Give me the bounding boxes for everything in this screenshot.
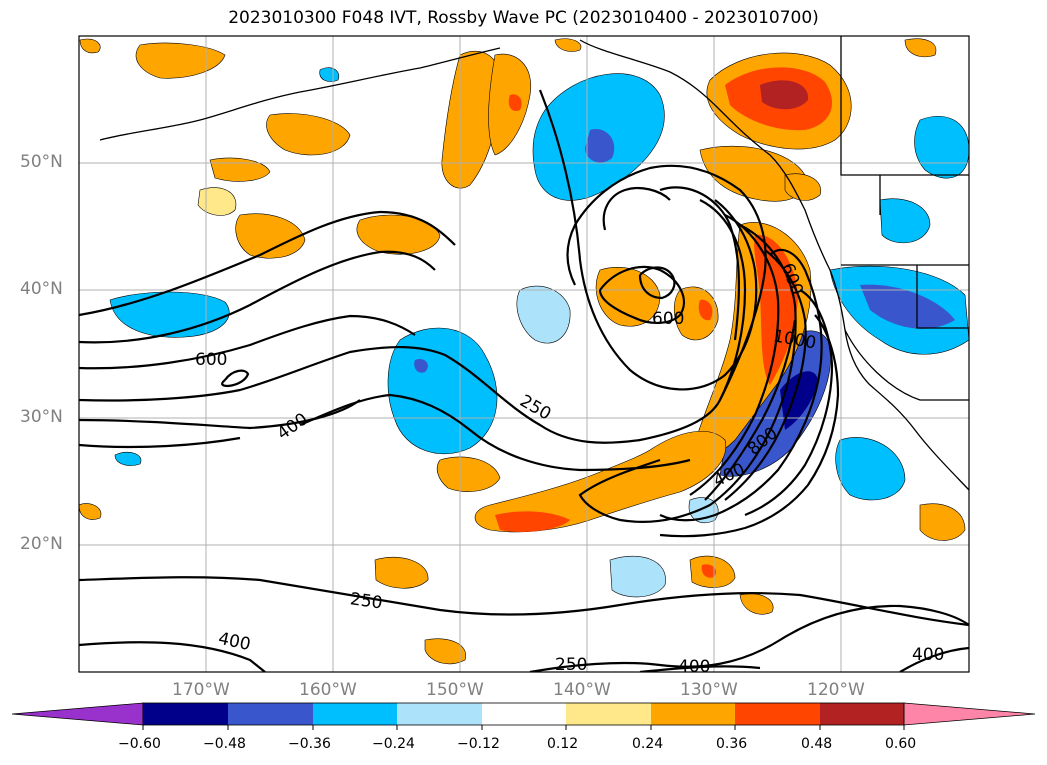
lon-label-150w: 150°W — [426, 680, 484, 700]
map-frame — [78, 35, 970, 673]
contour-labels: 600 400 250 600 1000 600 800 400 250 400… — [195, 260, 944, 677]
colorbar-tick-label: 0.36 — [716, 736, 748, 752]
colorbar-ticks — [142, 725, 905, 730]
lon-label-130w: 130°W — [680, 680, 738, 700]
contour-label: 250 — [349, 589, 384, 613]
colorbar-segment — [228, 703, 313, 725]
colorbar-segment — [482, 703, 566, 725]
colorbar-segment — [566, 703, 651, 725]
lat-label-50n: 50°N — [20, 152, 63, 172]
colorbar-tick-label: 0.12 — [547, 736, 579, 752]
lat-label-40n: 40°N — [20, 279, 63, 299]
colorbar-tick-label: −0.12 — [457, 736, 500, 752]
contour-label: 600 — [195, 350, 227, 370]
contour-label: 600 — [652, 309, 684, 329]
map-title: 2023010300 F048 IVT, Rossby Wave PC (202… — [228, 8, 819, 28]
colorbar-tick-label: 0.48 — [801, 736, 833, 752]
lon-label-160w: 160°W — [299, 680, 357, 700]
graticule — [79, 36, 969, 672]
rossby-wave-contours — [79, 89, 969, 672]
colorbar-tick-label: 0.60 — [885, 736, 917, 752]
lat-label-30n: 30°N — [20, 407, 63, 427]
colorbar-tick-label: −0.60 — [118, 736, 161, 752]
colorbar-segment — [313, 703, 397, 725]
colorbar-segment — [735, 703, 820, 725]
contour-label: 400 — [912, 645, 944, 665]
lon-label-170w: 170°W — [172, 680, 230, 700]
colorbar-tick-label: −0.36 — [288, 736, 331, 752]
ivt-anomaly-fill: 600 400 250 600 1000 600 800 400 250 400… — [79, 36, 969, 677]
coastlines — [99, 36, 969, 491]
colorbar-tick-label: 0.24 — [632, 736, 664, 752]
colorbar-segment — [651, 703, 735, 725]
contour-label: 250 — [555, 655, 587, 675]
contour-label: 400 — [678, 657, 710, 677]
colorbar — [11, 702, 1036, 730]
lon-label-120w: 120°W — [807, 680, 865, 700]
colorbar-segment — [397, 703, 482, 725]
colorbar-min-arrow — [11, 702, 144, 726]
colorbar-outline — [142, 702, 905, 726]
lon-label-140w: 140°W — [553, 680, 611, 700]
colorbar-tick-label: −0.24 — [372, 736, 415, 752]
colorbar-segment — [820, 703, 904, 725]
colorbar-segment — [143, 703, 228, 725]
colorbar-tick-label: −0.48 — [203, 736, 246, 752]
colorbar-max-arrow — [903, 702, 1036, 726]
lat-label-20n: 20°N — [20, 534, 63, 554]
